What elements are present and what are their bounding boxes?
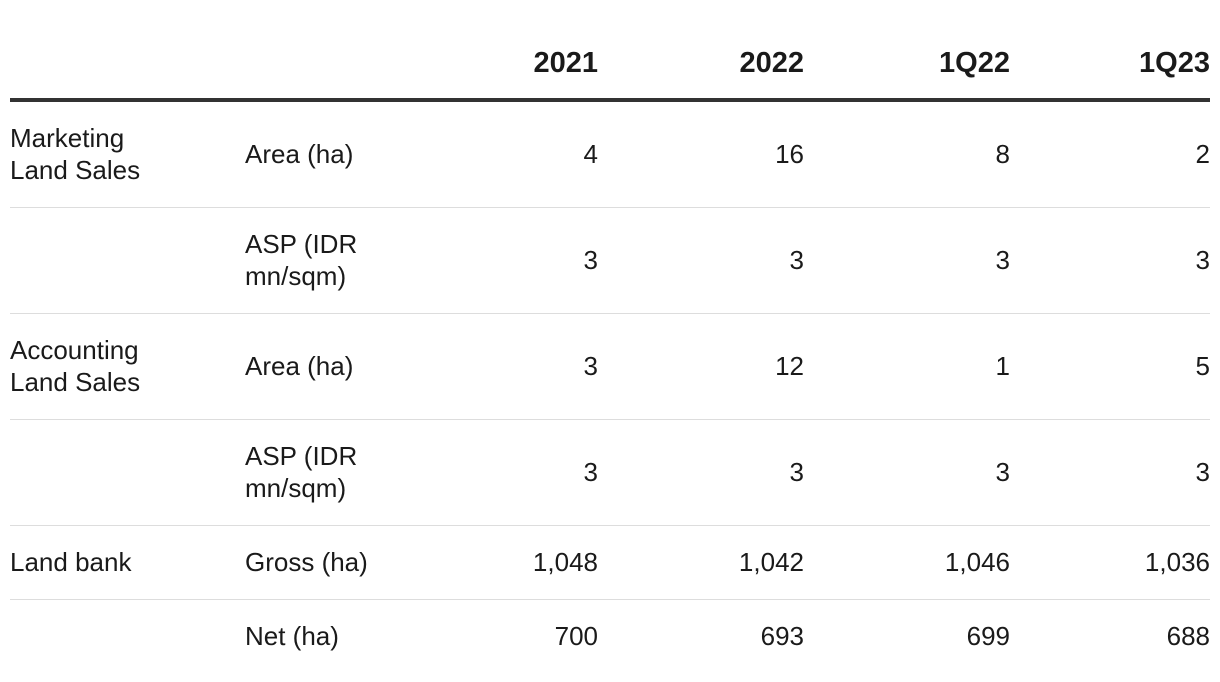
table-cell: 699 [966, 621, 1010, 651]
table-cell: 1,042 [738, 547, 804, 577]
table-cell: 3 [1195, 457, 1210, 487]
table-cell: 693 [760, 621, 804, 651]
table-cell: 8 [995, 139, 1010, 169]
table-cell: 4 [583, 139, 598, 169]
table-row: Accounting Land Sales Area (ha) 3 12 1 5 [10, 314, 1210, 420]
row-metric-label: Area (ha) [245, 139, 354, 169]
table-cell: 3 [1195, 245, 1210, 275]
table-row: Land bank Gross (ha) 1,048 1,042 1,046 1… [10, 526, 1210, 600]
row-metric-label: ASP (IDR mn/sqm) [245, 229, 358, 291]
land-sales-table: 2021 2022 1Q22 1Q23 Marketing Land Sales… [10, 0, 1210, 674]
table-cell: 1,036 [1144, 547, 1210, 577]
column-header-1q22: 1Q22 [939, 47, 1010, 79]
row-metric-label: Net (ha) [245, 621, 339, 651]
row-group-label: Land bank [10, 547, 132, 577]
column-header-1q23: 1Q23 [1139, 47, 1210, 79]
table-cell: 16 [775, 139, 804, 169]
table-row: Marketing Land Sales Area (ha) 4 16 8 2 [10, 102, 1210, 208]
row-metric-label: ASP (IDR mn/sqm) [245, 441, 358, 503]
table-cell: 3 [995, 245, 1010, 275]
table-cell: 1 [995, 351, 1010, 381]
row-group-label: Marketing Land Sales [10, 123, 141, 185]
table-cell: 3 [583, 245, 598, 275]
table-cell: 700 [554, 621, 598, 651]
table-cell: 3 [995, 457, 1010, 487]
table-cell: 3 [583, 351, 598, 381]
table-cell: 3 [789, 245, 804, 275]
table-row: ASP (IDR mn/sqm) 3 3 3 3 [10, 420, 1210, 526]
table-cell: 3 [583, 457, 598, 487]
table-header: 2021 2022 1Q22 1Q23 [10, 0, 1210, 102]
row-metric-label: Gross (ha) [245, 547, 368, 577]
table-cell: 1,048 [532, 547, 598, 577]
column-header-2021: 2021 [533, 47, 598, 79]
table-cell: 688 [1166, 621, 1210, 651]
row-metric-label: Area (ha) [245, 351, 354, 381]
table-row: Net (ha) 700 693 699 688 [10, 600, 1210, 674]
table-row: ASP (IDR mn/sqm) 3 3 3 3 [10, 208, 1210, 314]
row-group-label: Accounting Land Sales [10, 335, 141, 397]
table-cell: 12 [775, 351, 804, 381]
column-header-2022: 2022 [739, 47, 804, 79]
table-cell: 2 [1195, 139, 1210, 169]
table-cell: 3 [789, 457, 804, 487]
table-cell: 1,046 [944, 547, 1010, 577]
table-cell: 5 [1195, 351, 1210, 381]
